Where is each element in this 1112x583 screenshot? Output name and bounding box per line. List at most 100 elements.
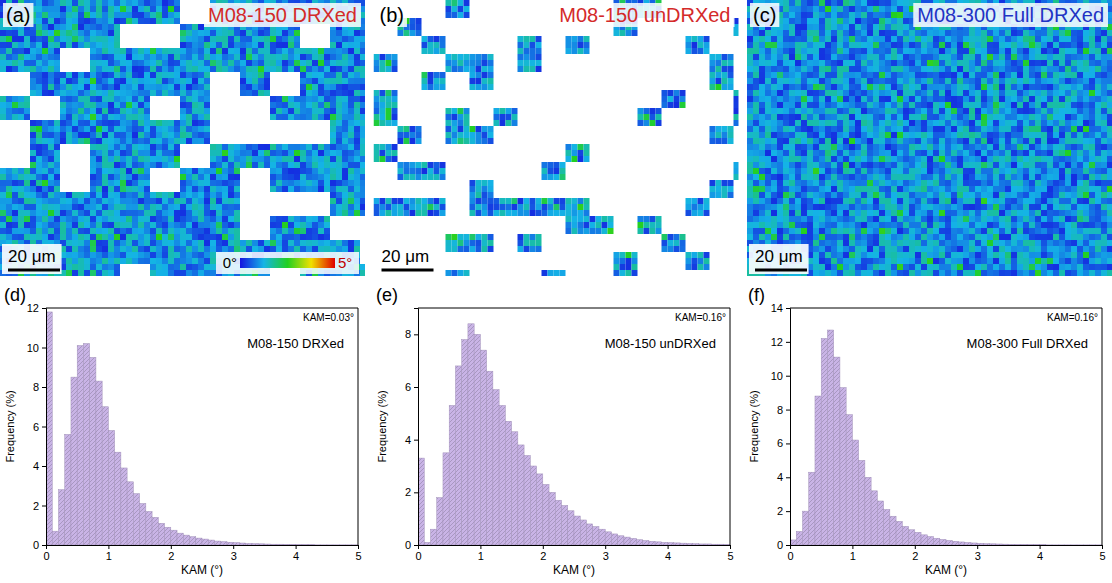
- map-pixel: [204, 222, 210, 228]
- map-pixel: [54, 192, 60, 198]
- map-pixel: [282, 102, 288, 108]
- map-pixel: [258, 60, 264, 66]
- map-pixel: [114, 102, 120, 108]
- map-pixel: [216, 234, 222, 240]
- map-pixel: [96, 60, 102, 66]
- map-pixel: [6, 48, 12, 54]
- map-pixel: [48, 30, 54, 36]
- map-pixel: [90, 174, 96, 180]
- map-pixel: [0, 102, 6, 108]
- map-pixel: [360, 204, 365, 210]
- map-pixel: [0, 180, 6, 186]
- map-pixel: [192, 186, 198, 192]
- map-pixel: [204, 228, 210, 234]
- map-pixel: [84, 30, 90, 36]
- map-pixel: [96, 54, 102, 60]
- map-pixel: [60, 6, 66, 12]
- map-pixel: [162, 60, 168, 66]
- map-pixel: [120, 72, 126, 78]
- map-pixel: [246, 90, 252, 96]
- map-pixel: [42, 90, 48, 96]
- map-pixel: [120, 12, 126, 18]
- map-pixel: [330, 138, 336, 144]
- map-pixel: [204, 234, 210, 240]
- map-pixel: [114, 180, 120, 186]
- map-pixel: [330, 240, 336, 246]
- map-pixel: [126, 186, 132, 192]
- map-pixel: [60, 96, 66, 102]
- map-pixel: [54, 78, 60, 84]
- map-pixel: [156, 234, 162, 240]
- map-pixel: [198, 66, 204, 72]
- map-pixel: [150, 222, 156, 228]
- map-pixel: [150, 234, 156, 240]
- map-pixel: [30, 66, 36, 72]
- map-pixel: [318, 216, 324, 222]
- map-pixel: [156, 18, 162, 24]
- map-pixel: [228, 186, 234, 192]
- map-pixel: [342, 42, 348, 48]
- map-pixel: [48, 228, 54, 234]
- map-pixel: [150, 84, 156, 90]
- map-pixel: [72, 126, 78, 132]
- map-pixel: [330, 174, 336, 180]
- map-pixel: [300, 186, 306, 192]
- map-pixel: [162, 156, 168, 162]
- map-pixel: [300, 90, 306, 96]
- map-pixel: [18, 186, 24, 192]
- map-pixel: [318, 168, 324, 174]
- map-pixel: [186, 114, 192, 120]
- map-pixel: [138, 18, 144, 24]
- map-pixel: [294, 96, 300, 102]
- map-pixel: [354, 78, 360, 84]
- map-pixel: [300, 96, 306, 102]
- map-pixel: [288, 234, 294, 240]
- map-pixel: [186, 36, 192, 42]
- map-pixel: [216, 240, 222, 246]
- map-texture: [0, 0, 365, 276]
- map-pixel: [42, 42, 48, 48]
- map-pixel: [270, 156, 276, 162]
- map-pixel: [84, 78, 90, 84]
- map-pixel: [180, 240, 186, 246]
- map-pixel: [108, 192, 114, 198]
- map-pixel: [258, 156, 264, 162]
- map-pixel: [264, 42, 270, 48]
- map-pixel: [126, 84, 132, 90]
- map-pixel: [300, 222, 306, 228]
- map-pixel: [72, 198, 78, 204]
- map-pixel: [348, 36, 354, 42]
- map-pixel: [180, 198, 186, 204]
- map-pixel: [330, 168, 336, 174]
- map-pixel: [84, 234, 90, 240]
- map-pixel: [252, 90, 258, 96]
- map-pixel: [6, 180, 12, 186]
- map-pixel: [132, 222, 138, 228]
- map-pixel: [198, 114, 204, 120]
- map-pixel: [60, 132, 66, 138]
- map-pixel: [276, 30, 282, 36]
- map-pixel: [96, 102, 102, 108]
- map-pixel: [276, 240, 282, 246]
- map-pixel: [96, 120, 102, 126]
- map-pixel: [318, 48, 324, 54]
- map-pixel: [216, 222, 222, 228]
- map-pixel: [108, 132, 114, 138]
- map-pixel: [222, 42, 228, 48]
- map-pixel: [102, 186, 108, 192]
- map-pixel: [336, 42, 342, 48]
- map-pixel: [126, 168, 132, 174]
- map-pixel: [288, 102, 294, 108]
- map-pixel: [204, 216, 210, 222]
- map-pixel: [90, 192, 96, 198]
- map-pixel: [0, 204, 6, 210]
- map-pixel: [276, 186, 282, 192]
- map-pixel: [114, 228, 120, 234]
- map-pixel: [72, 102, 78, 108]
- map-pixel: [210, 150, 216, 156]
- map-pixel: [168, 6, 174, 12]
- map-pixel: [72, 36, 78, 42]
- map-pixel: [294, 216, 300, 222]
- map-pixel: [6, 228, 12, 234]
- map-pixel: [288, 240, 294, 246]
